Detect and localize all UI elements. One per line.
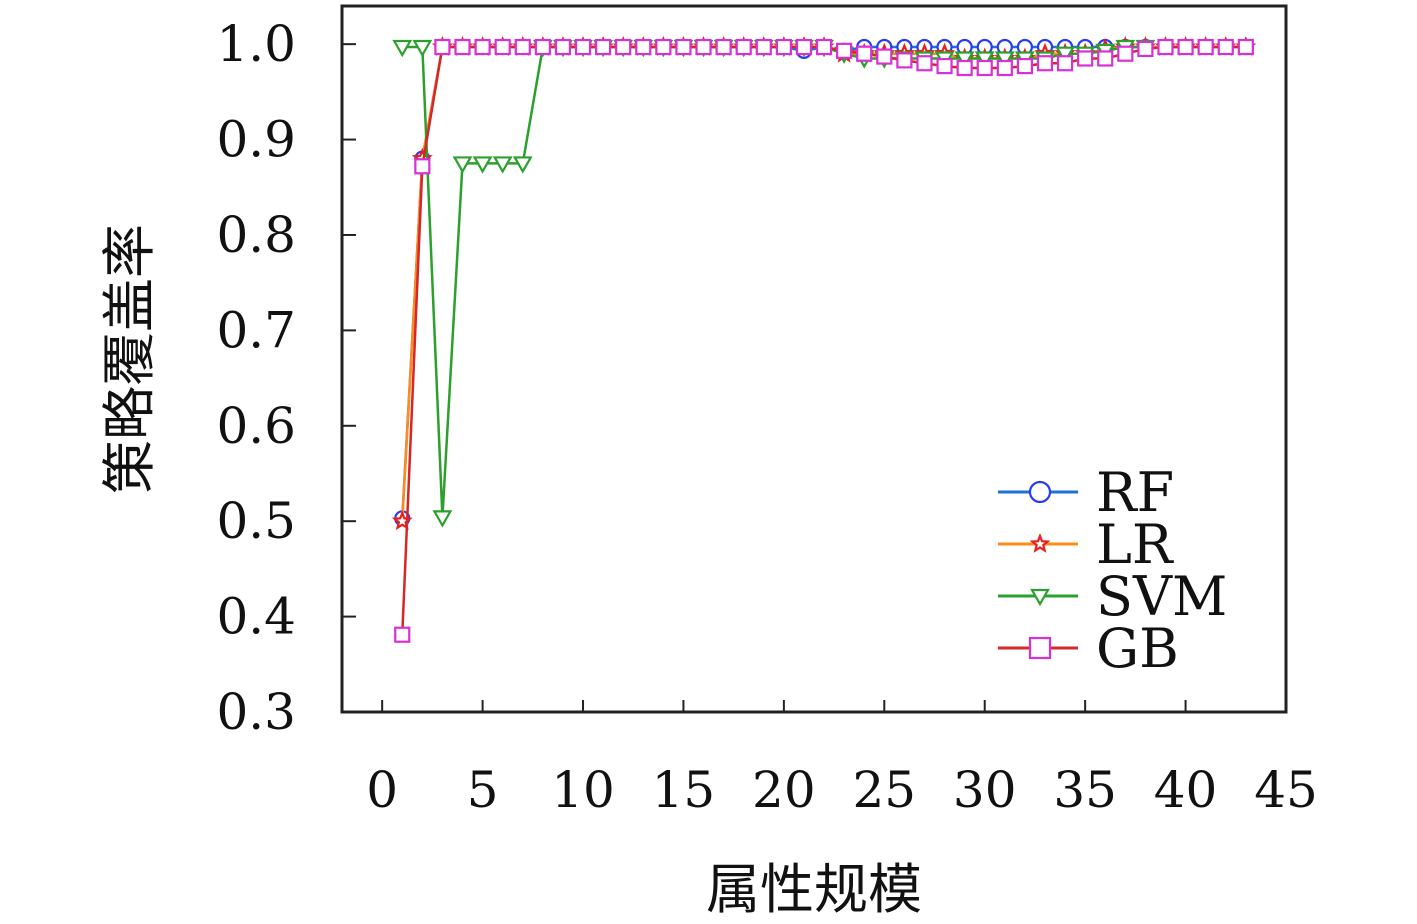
data-point-gb [836, 42, 853, 59]
data-point-gb [675, 38, 692, 56]
legend-label: GB [1096, 617, 1179, 680]
data-point-gb [474, 38, 491, 56]
data-point-gb [635, 38, 652, 56]
x-tick-label: 35 [1053, 761, 1117, 819]
x-tick-label: 30 [953, 761, 1017, 819]
legend-item-gb: GB [998, 617, 1179, 680]
data-point-svm [472, 156, 493, 174]
data-point-svm [994, 51, 1015, 69]
series-gb [394, 38, 1254, 643]
data-point-gb [454, 38, 471, 56]
legend-label: RF [1096, 461, 1174, 524]
data-point-gb [434, 38, 451, 56]
data-point-gb [414, 158, 431, 175]
data-point-gb [1077, 50, 1094, 67]
x-axis-title: 属性规模 [706, 858, 922, 921]
series-layer [391, 36, 1257, 643]
legend-swatch-marker [1029, 533, 1051, 553]
data-point-gb [595, 38, 612, 56]
data-point-svm [1055, 46, 1075, 64]
data-point-svm [954, 51, 975, 69]
data-point-gb [996, 59, 1013, 77]
y-tick-label: 0.4 [216, 588, 296, 646]
legend-label: LR [1096, 513, 1174, 576]
data-point-gb [775, 38, 792, 56]
data-point-gb [655, 38, 672, 56]
data-point-gb [574, 38, 592, 56]
y-tick-label: 0.8 [216, 206, 296, 264]
data-point-gb [534, 38, 551, 56]
data-point-gb [514, 38, 531, 56]
x-tick-label: 40 [1154, 761, 1218, 819]
data-point-gb [1137, 40, 1154, 58]
data-point-gb [735, 38, 752, 56]
y-tick-label: 0.3 [216, 683, 296, 741]
x-tick-label: 25 [852, 761, 916, 819]
data-point-svm [974, 51, 995, 69]
x-tick-label: 45 [1254, 761, 1318, 819]
y-axis: 0.3 0.4 0.5 0.6 0.7 0.8 0.9 1.0 [216, 15, 356, 741]
data-point-svm [412, 39, 433, 58]
y-axis-title: 策略覆盖率 [98, 224, 161, 494]
data-point-svm [452, 156, 473, 174]
x-axis: 0 5 10 15 20 25 30 35 40 45 [366, 700, 1318, 819]
data-point-svm [492, 156, 513, 174]
x-tick-label: 10 [551, 761, 615, 819]
x-tick-label: 15 [652, 761, 716, 819]
data-point-gb [1197, 38, 1214, 56]
data-point-gb [1016, 58, 1033, 75]
data-point-gb [1237, 38, 1254, 56]
data-point-gb [956, 59, 973, 77]
plot-frame [340, 4, 1288, 714]
data-point-gb [1097, 50, 1114, 67]
data-point-gb [856, 45, 873, 62]
data-point-gb [715, 38, 732, 56]
data-point-gb [795, 38, 813, 56]
data-point-gb [1157, 38, 1174, 56]
legend-item-svm: SVM [998, 565, 1227, 628]
data-point-gb [896, 52, 913, 69]
data-point-svm [432, 510, 453, 528]
data-point-gb [1056, 55, 1074, 72]
legend-item-rf: RF [998, 461, 1174, 524]
data-point-gb [936, 58, 953, 75]
y-tick-label: 0.6 [216, 397, 296, 455]
data-point-gb [755, 38, 772, 56]
x-tick-label: 20 [752, 761, 816, 819]
data-point-gb [1217, 38, 1234, 56]
data-point-gb [394, 626, 411, 643]
x-tick-label: 0 [366, 761, 398, 819]
legend-swatch-marker [1030, 588, 1050, 607]
data-point-gb [554, 38, 572, 56]
y-tick-label: 1.0 [216, 15, 296, 73]
x-tick-label: 5 [467, 761, 499, 819]
legend-item-lr: LR [998, 513, 1174, 576]
data-point-gb [1177, 38, 1194, 56]
legend-swatch-marker [1028, 480, 1052, 504]
data-point-gb [494, 38, 511, 56]
data-point-svm [392, 39, 413, 58]
data-point-gb [815, 38, 833, 56]
data-point-gb [1036, 55, 1054, 72]
data-point-gb [615, 38, 632, 56]
data-point-gb [976, 59, 993, 77]
y-tick-label: 0.7 [216, 301, 296, 359]
data-point-svm [512, 156, 533, 174]
y-tick-label: 0.5 [216, 492, 296, 550]
data-point-gb [916, 55, 933, 72]
data-point-gb [876, 48, 893, 65]
legend-swatch-marker [1028, 636, 1052, 660]
y-tick-label: 0.9 [216, 111, 296, 169]
data-point-gb [1117, 45, 1134, 62]
data-point-gb [695, 38, 712, 56]
legend-label: SVM [1096, 565, 1227, 628]
